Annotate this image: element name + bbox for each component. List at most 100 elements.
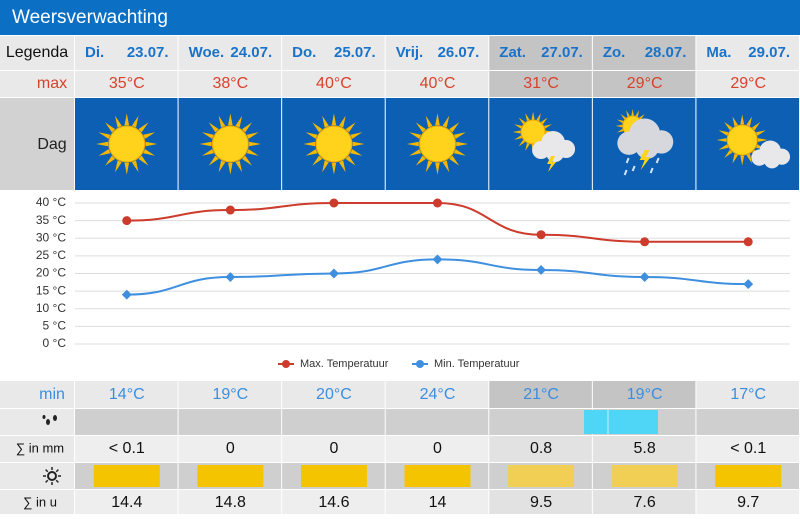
sun-ray [531,111,535,120]
day-name: Zo. [603,44,626,61]
cell [489,436,592,462]
sun [303,113,365,175]
sun-ray [131,115,139,128]
cloud-puff [546,144,565,162]
sun-disc [419,125,456,163]
sun-ray [105,122,116,133]
data-point [640,237,650,247]
max-temp: 38°C [212,75,248,92]
cell [75,36,178,70]
cell [592,71,696,97]
sun-ray [350,149,363,156]
sun-ray [208,155,219,166]
y-tick-label: 10 °C [36,301,66,315]
sun-ray [105,155,116,166]
sun-ray [716,138,727,142]
sun-bar [197,465,264,487]
day-name: Do. [292,44,316,61]
sun-ray [322,115,329,128]
cell [282,409,385,435]
legend-cell [0,490,74,514]
cell [592,436,696,462]
sun-ray [249,141,261,147]
sun-ray [352,141,365,147]
sun-bar [93,465,160,487]
sun-ray [514,135,523,140]
cloud-puff [635,135,659,159]
day-date: 25.07. [334,44,376,61]
sun-ray [732,116,738,127]
sun-ray [442,160,450,173]
sun-ray [616,128,624,133]
sun-hours: 14 [429,494,447,511]
sun-disc [211,125,249,163]
legend-marker [416,360,424,368]
sun-ray [305,149,318,156]
sun-ray [45,479,49,483]
cell [178,436,282,462]
cell [385,71,489,97]
min-temp: 14°C [109,386,145,403]
sun-ray [415,155,426,166]
sun-ray [718,130,729,136]
cell [282,490,385,514]
sun-ray [724,121,733,131]
max-temp: 40°C [420,75,456,92]
min-temp: 19°C [627,386,663,403]
sun-ray [312,122,323,133]
min-label: min [39,386,65,403]
sun-ray [525,113,530,122]
sun-bar [404,465,471,487]
cell [489,36,592,70]
sun-ray [312,155,323,166]
y-tick-label: 30 °C [36,230,66,244]
rain-bar [584,410,658,434]
sun-ray [143,149,156,156]
data-point [433,198,442,208]
day-name: Ma. [706,44,731,61]
sun [716,114,768,166]
sun-ray [746,116,752,127]
cell [592,381,696,408]
sun-ray [339,160,346,173]
sun-ray [235,115,243,128]
sun-ray [631,109,634,116]
cell [592,490,696,514]
cell [489,409,592,435]
cell [178,381,282,408]
day-date: 29.07. [748,44,790,61]
sun [199,113,261,175]
max-temp: 29°C [730,75,766,92]
sun-bar [508,465,575,487]
sun-hours: 14.6 [318,494,349,511]
cell [696,409,799,435]
cell [75,409,178,435]
sun-bar [300,465,367,487]
lightning [547,156,557,172]
cell [696,490,799,514]
rain-amount: < 0.1 [109,440,145,457]
sun-ray [145,141,158,147]
sun-ray [45,469,49,473]
cloud [617,118,674,159]
sun-ray [98,149,111,156]
data-point [225,205,235,215]
sun-icon [47,471,57,481]
sun-ray [620,113,627,120]
sun-ray [124,113,130,126]
sun-ray [55,479,59,483]
sun-ray [453,149,466,156]
sun-hours: 7.6 [634,494,656,511]
sun-ray [512,130,521,134]
sun-ray [218,115,226,128]
sun-ray [406,141,419,147]
day-date: 23.07. [127,44,169,61]
sun-hours: 9.5 [530,494,552,511]
sun-ray [202,149,214,156]
sun-ray [635,110,640,117]
sun-disc [726,124,758,156]
sun-ray [409,132,422,139]
min-temp: 17°C [730,386,766,403]
